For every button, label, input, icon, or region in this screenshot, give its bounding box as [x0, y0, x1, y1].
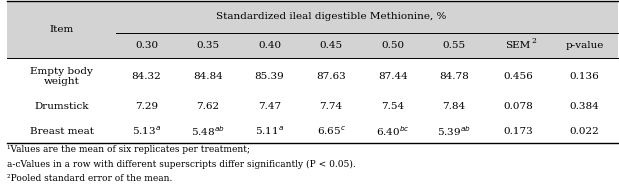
Text: 87.63: 87.63: [316, 72, 346, 81]
Text: 0.456: 0.456: [503, 72, 533, 81]
Text: 2: 2: [532, 37, 537, 45]
Bar: [116, 32, 618, 58]
Text: 85.39: 85.39: [255, 72, 285, 81]
Text: 5.48$^{ab}$: 5.48$^{ab}$: [191, 124, 225, 138]
Text: 5.39$^{ab}$: 5.39$^{ab}$: [437, 124, 471, 138]
Text: Breast meat: Breast meat: [30, 127, 93, 136]
Text: 7.74: 7.74: [319, 102, 343, 111]
Text: 0.078: 0.078: [503, 102, 533, 111]
Text: 7.29: 7.29: [135, 102, 158, 111]
Text: 84.84: 84.84: [193, 72, 223, 81]
Text: 5.11$^{a}$: 5.11$^{a}$: [255, 125, 284, 137]
Text: 7.84: 7.84: [443, 102, 465, 111]
Text: 7.54: 7.54: [381, 102, 404, 111]
Text: 7.47: 7.47: [258, 102, 281, 111]
Text: p-value: p-value: [565, 41, 604, 50]
Text: 87.44: 87.44: [378, 72, 407, 81]
Text: Standardized ileal digestible Methionine, %: Standardized ileal digestible Methionine…: [216, 12, 446, 21]
Text: 6.65$^{c}$: 6.65$^{c}$: [316, 125, 345, 137]
Text: Item: Item: [50, 25, 74, 34]
Text: ²Pooled standard error of the mean.: ²Pooled standard error of the mean.: [7, 174, 173, 183]
Text: 0.35: 0.35: [196, 41, 220, 50]
Bar: [7, 95, 618, 119]
Text: 0.40: 0.40: [258, 41, 281, 50]
Text: 5.13$^{a}$: 5.13$^{a}$: [132, 125, 161, 137]
Bar: [7, 119, 618, 143]
Text: 0.45: 0.45: [319, 41, 343, 50]
Text: Drumstick: Drumstick: [35, 102, 89, 111]
Text: Empty body
weight: Empty body weight: [30, 66, 93, 86]
Text: 84.32: 84.32: [132, 72, 162, 81]
Text: 0.50: 0.50: [381, 41, 404, 50]
Text: ¹Values are the mean of six replicates per treatment;: ¹Values are the mean of six replicates p…: [7, 145, 251, 154]
Text: 0.022: 0.022: [569, 127, 599, 136]
Text: 84.78: 84.78: [439, 72, 469, 81]
Text: 0.384: 0.384: [569, 102, 599, 111]
Text: SEM: SEM: [506, 41, 530, 50]
Text: 0.55: 0.55: [443, 41, 465, 50]
Text: 0.173: 0.173: [503, 127, 533, 136]
Text: 0.30: 0.30: [135, 41, 158, 50]
Text: 7.62: 7.62: [196, 102, 220, 111]
Text: 6.40$^{bc}$: 6.40$^{bc}$: [376, 124, 410, 138]
Bar: [116, 1, 618, 32]
Text: 0.136: 0.136: [569, 72, 599, 81]
Bar: [7, 58, 618, 95]
Bar: [7, 1, 116, 58]
Text: a-cValues in a row with different superscripts differ significantly (P < 0.05).: a-cValues in a row with different supers…: [7, 160, 356, 169]
